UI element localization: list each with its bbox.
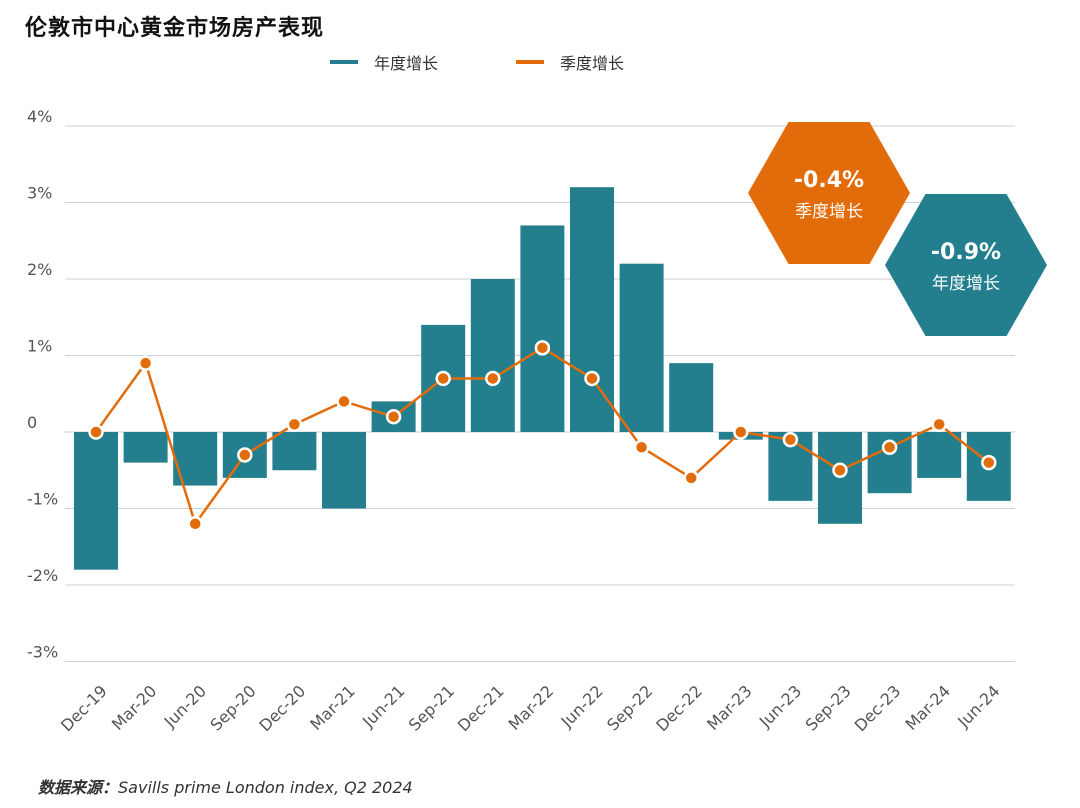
y-tick-label: 3%: [27, 184, 52, 203]
point-mar-22: [534, 340, 551, 356]
bar-mar-20: [123, 432, 168, 463]
point-sep-20: [237, 447, 253, 463]
x-tick-label: Sep-20: [206, 681, 259, 734]
y-tick-label: 2%: [27, 260, 52, 279]
source-label: 数据来源：: [38, 778, 119, 797]
bar-sep-22: [619, 263, 664, 432]
x-tick-label: Mar-20: [108, 681, 161, 734]
callout-label: 年度增长: [932, 274, 1000, 294]
bar-jun-22: [570, 187, 614, 432]
point-sep-22: [633, 439, 650, 456]
callout-hexagon-0: [748, 122, 910, 264]
source-note: 数据来源：Savills prime London index, Q2 2024: [38, 774, 413, 798]
point-dec-20: [286, 416, 303, 433]
bar-mar-22: [520, 225, 565, 432]
bar-mar-24: [917, 432, 962, 478]
y-tick-label: 4%: [27, 107, 52, 126]
point-jun-20: [187, 516, 203, 532]
callout-value: -0.4%: [794, 168, 864, 193]
x-tick-label: Mar-23: [703, 681, 756, 734]
x-tick-label: Dec-21: [454, 681, 508, 735]
x-tick-label: Dec-19: [57, 681, 111, 735]
point-dec-21: [485, 370, 501, 387]
point-mar-24: [931, 416, 947, 433]
x-tick-label: Mar-21: [306, 681, 359, 734]
bar-dec-21: [470, 279, 515, 432]
point-jun-22: [584, 370, 600, 387]
point-dec-23: [881, 439, 898, 456]
x-tick-label: Mar-24: [901, 681, 954, 734]
bar-layer: [74, 187, 1011, 570]
callout-label: 季度增长: [795, 202, 863, 222]
x-tick-label: Sep-23: [802, 681, 855, 734]
source-text: Savills prime London index, Q2 2024: [118, 778, 413, 797]
y-tick-label: 0: [27, 413, 37, 432]
x-tick-label: Jun-24: [953, 681, 1003, 731]
y-tick-label: -3%: [27, 643, 58, 662]
point-jun-24: [981, 454, 997, 471]
callout-hexagon-1: [885, 194, 1047, 336]
bar-dec-19: [74, 432, 118, 570]
x-tick-label: Jun-22: [557, 681, 607, 731]
chart-title: 伦敦市中心黄金市场房产表现: [25, 16, 325, 41]
bar-mar-21: [322, 432, 366, 509]
x-tick-label: Dec-22: [652, 681, 706, 735]
point-sep-21: [435, 370, 451, 387]
legend-label-annual: 年度增长: [374, 54, 439, 73]
legend-item-quarterly: 季度增长: [516, 50, 624, 74]
point-mar-21: [336, 393, 352, 410]
point-sep-23: [832, 462, 848, 478]
legend-label-quarterly: 季度增长: [560, 54, 625, 73]
point-mar-23: [733, 424, 749, 440]
x-tick-label: Sep-22: [603, 681, 656, 734]
legend-item-annual: 年度增长: [330, 50, 438, 74]
x-tick-label: Jun-20: [160, 681, 210, 731]
bar-dec-20: [272, 432, 317, 471]
y-tick-label: -1%: [27, 490, 58, 509]
line-layer: [88, 340, 997, 532]
y-tick-label: 1%: [27, 337, 52, 356]
point-dec-22: [683, 470, 699, 486]
x-tick-label: Dec-23: [851, 681, 905, 735]
x-tick-label: Sep-21: [405, 681, 458, 734]
x-tick-label: Mar-22: [505, 681, 558, 734]
point-jun-21: [385, 408, 402, 425]
callout-value: -0.9%: [931, 240, 1001, 265]
legend-swatch-annual: [330, 60, 358, 64]
x-tick-label: Dec-20: [255, 681, 309, 735]
point-mar-20: [137, 355, 154, 371]
legend-swatch-quarterly: [516, 60, 545, 64]
y-tick-label: -2%: [27, 566, 58, 585]
point-dec-19: [88, 424, 104, 440]
x-tick-label: Jun-21: [358, 681, 408, 731]
x-tick-label: Jun-23: [755, 681, 805, 731]
legend: 年度增长 季度增长: [330, 50, 702, 74]
bar-dec-22: [669, 363, 714, 432]
point-jun-23: [782, 431, 799, 448]
callout-layer: -0.4% 季度增长 -0.9% 年度增长: [748, 122, 1047, 336]
